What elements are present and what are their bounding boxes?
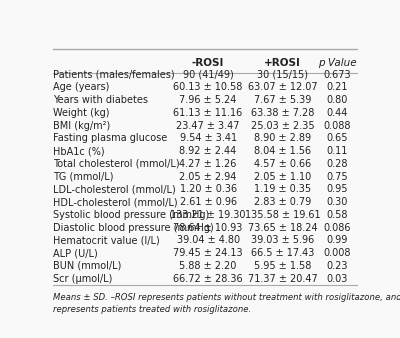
Text: 30 (15/15): 30 (15/15) (257, 70, 308, 80)
Text: 63.38 ± 7.28: 63.38 ± 7.28 (251, 108, 314, 118)
Text: Total cholesterol (mmol/L): Total cholesterol (mmol/L) (53, 159, 180, 169)
Text: Years with diabetes: Years with diabetes (53, 95, 148, 105)
Text: Age (years): Age (years) (53, 82, 110, 92)
Text: 63.07 ± 12.07: 63.07 ± 12.07 (248, 82, 317, 92)
Text: LDL-cholesterol (mmol/L): LDL-cholesterol (mmol/L) (53, 185, 176, 194)
Text: 23.47 ± 3.47: 23.47 ± 3.47 (176, 121, 240, 131)
Text: 0.75: 0.75 (326, 172, 348, 182)
Text: 25.03 ± 2.35: 25.03 ± 2.35 (251, 121, 314, 131)
Text: Fasting plasma glucose: Fasting plasma glucose (53, 134, 167, 143)
Text: 135.58 ± 19.61: 135.58 ± 19.61 (245, 210, 320, 220)
Text: 8.90 ± 2.89: 8.90 ± 2.89 (254, 134, 311, 143)
Text: 2.61 ± 0.96: 2.61 ± 0.96 (180, 197, 237, 207)
Text: 0.008: 0.008 (324, 248, 351, 258)
Text: 0.28: 0.28 (327, 159, 348, 169)
Text: 79.45 ± 24.13: 79.45 ± 24.13 (173, 248, 243, 258)
Text: 1.20 ± 0.36: 1.20 ± 0.36 (180, 185, 237, 194)
Text: 8.04 ± 1.56: 8.04 ± 1.56 (254, 146, 311, 156)
Text: 0.03: 0.03 (327, 274, 348, 284)
Text: 0.30: 0.30 (327, 197, 348, 207)
Text: 61.13 ± 11.16: 61.13 ± 11.16 (174, 108, 243, 118)
Text: 1.19 ± 0.35: 1.19 ± 0.35 (254, 185, 311, 194)
Text: 0.11: 0.11 (327, 146, 348, 156)
Text: 9.54 ± 3.41: 9.54 ± 3.41 (180, 134, 237, 143)
Text: 0.99: 0.99 (327, 236, 348, 245)
Text: 0.086: 0.086 (324, 223, 351, 233)
Text: 4.57 ± 0.66: 4.57 ± 0.66 (254, 159, 311, 169)
Text: 66.5 ± 17.43: 66.5 ± 17.43 (251, 248, 314, 258)
Text: Systolic blood pressure (mmHg): Systolic blood pressure (mmHg) (53, 210, 209, 220)
Text: 39.03 ± 5.96: 39.03 ± 5.96 (251, 236, 314, 245)
Text: 0.088: 0.088 (324, 121, 351, 131)
Text: 73.65 ± 18.24: 73.65 ± 18.24 (248, 223, 317, 233)
Text: 7.96 ± 5.24: 7.96 ± 5.24 (180, 95, 237, 105)
Text: 133.21 ± 19.30: 133.21 ± 19.30 (170, 210, 246, 220)
Text: Patients (males/females): Patients (males/females) (53, 70, 175, 80)
Text: 60.13 ± 10.58: 60.13 ± 10.58 (174, 82, 243, 92)
Text: 2.83 ± 0.79: 2.83 ± 0.79 (254, 197, 311, 207)
Text: +ROSI: +ROSI (264, 58, 301, 68)
Text: 39.04 ± 4.80: 39.04 ± 4.80 (176, 236, 240, 245)
Text: 5.88 ± 2.20: 5.88 ± 2.20 (180, 261, 237, 271)
Text: 0.65: 0.65 (327, 134, 348, 143)
Text: Weight (kg): Weight (kg) (53, 108, 110, 118)
Text: Diastolic blood pressure (mmHg): Diastolic blood pressure (mmHg) (53, 223, 214, 233)
Text: TG (mmol/L): TG (mmol/L) (53, 172, 114, 182)
Text: 2.05 ± 2.94: 2.05 ± 2.94 (180, 172, 237, 182)
Text: Means ± SD. –ROSI represents patients without treatment with rosiglitazone, and : Means ± SD. –ROSI represents patients wi… (53, 293, 400, 314)
Text: 78.64 ± 10.93: 78.64 ± 10.93 (174, 223, 243, 233)
Text: 0.44: 0.44 (327, 108, 348, 118)
Text: 0.58: 0.58 (327, 210, 348, 220)
Text: 5.95 ± 1.58: 5.95 ± 1.58 (254, 261, 311, 271)
Text: p Value: p Value (318, 58, 357, 68)
Text: 8.92 ± 2.44: 8.92 ± 2.44 (180, 146, 237, 156)
Text: 0.95: 0.95 (327, 185, 348, 194)
Text: HDL-cholesterol (mmol/L): HDL-cholesterol (mmol/L) (53, 197, 178, 207)
Text: 0.23: 0.23 (327, 261, 348, 271)
Text: 71.37 ± 20.47: 71.37 ± 20.47 (248, 274, 317, 284)
Text: 0.673: 0.673 (324, 70, 351, 80)
Text: HbA1c (%): HbA1c (%) (53, 146, 105, 156)
Text: 0.21: 0.21 (327, 82, 348, 92)
Text: Scr (µmol/L): Scr (µmol/L) (53, 274, 112, 284)
Text: BMI (kg/m²): BMI (kg/m²) (53, 121, 110, 131)
Text: 66.72 ± 28.36: 66.72 ± 28.36 (173, 274, 243, 284)
Text: 7.67 ± 5.39: 7.67 ± 5.39 (254, 95, 311, 105)
Text: 90 (41/49): 90 (41/49) (183, 70, 234, 80)
Text: 2.05 ± 1.10: 2.05 ± 1.10 (254, 172, 311, 182)
Text: BUN (mmol/L): BUN (mmol/L) (53, 261, 122, 271)
Text: -ROSI: -ROSI (192, 58, 224, 68)
Text: 4.27 ± 1.26: 4.27 ± 1.26 (180, 159, 237, 169)
Text: Hematocrit value (l/L): Hematocrit value (l/L) (53, 236, 160, 245)
Text: 0.80: 0.80 (327, 95, 348, 105)
Text: ALP (U/L): ALP (U/L) (53, 248, 98, 258)
